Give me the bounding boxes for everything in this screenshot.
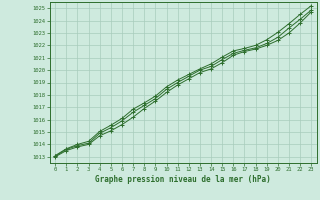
X-axis label: Graphe pression niveau de la mer (hPa): Graphe pression niveau de la mer (hPa) (95, 175, 271, 184)
